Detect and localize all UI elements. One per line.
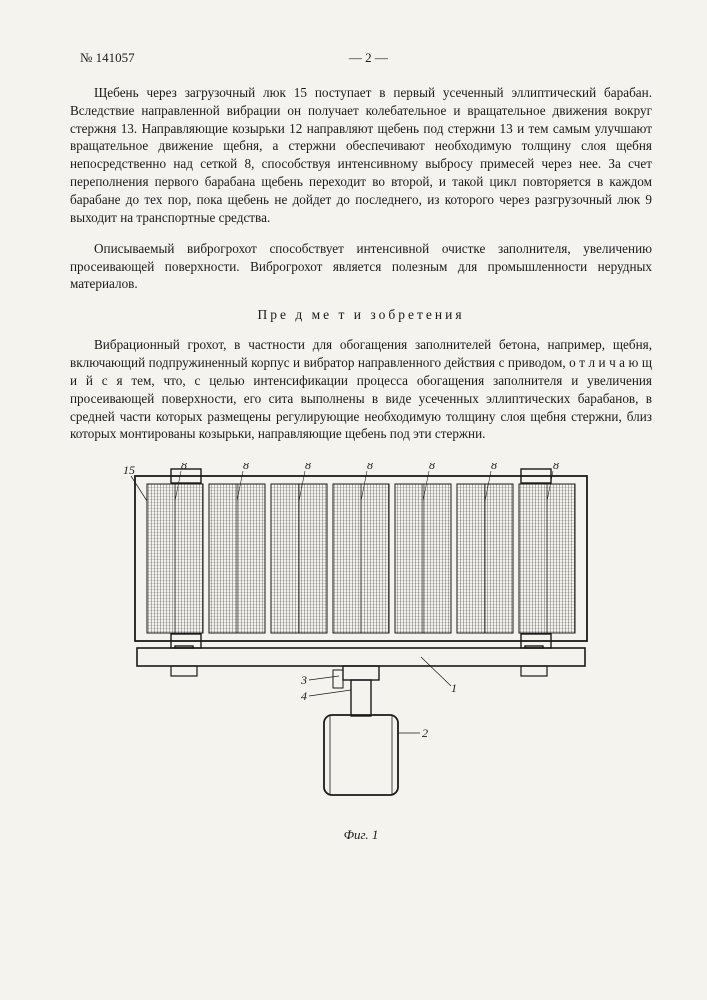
svg-text:8: 8 bbox=[243, 463, 249, 472]
doc-number: № 141057 bbox=[80, 50, 135, 66]
svg-text:8: 8 bbox=[553, 463, 559, 472]
svg-text:1: 1 bbox=[451, 681, 457, 695]
svg-text:8: 8 bbox=[367, 463, 373, 472]
paragraph-1: Щебень через загрузочный люк 15 поступае… bbox=[70, 84, 652, 227]
paragraph-2: Описываемый виброгрохот способствует инт… bbox=[70, 240, 652, 293]
svg-text:8: 8 bbox=[305, 463, 311, 472]
svg-text:3: 3 bbox=[300, 673, 307, 687]
svg-text:15: 15 bbox=[123, 463, 135, 477]
svg-text:8: 8 bbox=[429, 463, 435, 472]
figure-caption: Фиг. 1 bbox=[70, 827, 652, 843]
paragraph-3: Вибрационный грохот, в частности для обо… bbox=[70, 336, 652, 443]
section-title: Пре д ме т и зобретения bbox=[70, 307, 652, 323]
figure-1: 15 8 8 8 8 8 8 8 1 2 3 4 Фиг. 1 bbox=[70, 463, 652, 843]
page-number: — 2 — bbox=[349, 50, 388, 66]
svg-text:4: 4 bbox=[301, 689, 307, 703]
svg-text:8: 8 bbox=[181, 463, 187, 472]
svg-text:2: 2 bbox=[422, 726, 428, 740]
svg-text:8: 8 bbox=[491, 463, 497, 472]
